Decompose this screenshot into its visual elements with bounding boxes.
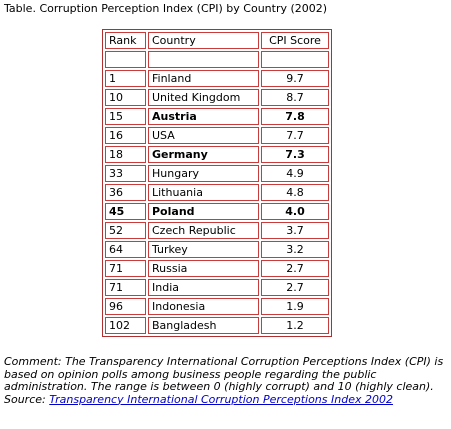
country-cell: Hungary [148,165,259,182]
table-row: 96 Indonesia 1.9 [105,298,329,315]
table-row: 102 Bangladesh 1.2 [105,317,329,334]
cpi-table: Rank Country CPI Score 1 Finland 9.7 10 Unit… [102,29,332,337]
country-cell: Lithuania [148,184,259,201]
empty-cell [261,51,329,68]
header-cpi-score: CPI Score [261,32,329,49]
header-rank: Rank [105,32,146,49]
country-cell: Austria [148,108,259,125]
table-row: 10 United Kingdom 8.7 [105,89,329,106]
cpi-score-cell: 4.0 [261,203,329,220]
cpi-score-cell: 1.9 [261,298,329,315]
source-link[interactable]: Transparency International Corruption Pe… [49,392,393,406]
table-caption: Table. Corruption Perception Index (CPI)… [4,2,328,15]
cpi-score-cell: 7.8 [261,108,329,125]
cpi-score-cell: 1.2 [261,317,329,334]
empty-cell [148,51,259,68]
cpi-score-cell: 7.3 [261,146,329,163]
table-row: 71 Russia 2.7 [105,260,329,277]
rank-cell: 1 [105,70,146,87]
table-row: 15 Austria 7.8 [105,108,329,125]
table-row: 33 Hungary 4.9 [105,165,329,182]
comment-text: Comment: The Transparency International … [4,355,444,393]
header-country: Country [148,32,259,49]
cpi-score-cell: 4.8 [261,184,329,201]
cpi-score-cell: 4.9 [261,165,329,182]
cpi-score-cell: 2.7 [261,279,329,296]
rank-cell: 52 [105,222,146,239]
table-empty-row [105,51,329,68]
country-cell: Germany [148,146,259,163]
table-row: 45 Poland 4.0 [105,203,329,220]
rank-cell: 18 [105,146,146,163]
table-row: 64 Turkey 3.2 [105,241,329,258]
table-row: 16 USA 7.7 [105,127,329,144]
rank-cell: 36 [105,184,146,201]
rank-cell: 15 [105,108,146,125]
cpi-score-cell: 9.7 [261,70,329,87]
cpi-score-cell: 2.7 [261,260,329,277]
rank-cell: 64 [105,241,146,258]
country-cell: Poland [148,203,259,220]
table-header-row: Rank Country CPI Score [105,32,329,49]
country-cell: India [148,279,259,296]
table-row: 36 Lithuania 4.8 [105,184,329,201]
empty-cell [105,51,146,68]
cpi-score-cell: 7.7 [261,127,329,144]
country-cell: Indonesia [148,298,259,315]
rank-cell: 71 [105,279,146,296]
country-cell: Turkey [148,241,259,258]
country-cell: USA [148,127,259,144]
comment-block: Comment: The Transparency International … [4,355,449,406]
rank-cell: 102 [105,317,146,334]
cpi-score-cell: 8.7 [261,89,329,106]
country-cell: Czech Republic [148,222,259,239]
rank-cell: 16 [105,127,146,144]
country-cell: Finland [148,70,259,87]
rank-cell: 45 [105,203,146,220]
cpi-score-cell: 3.7 [261,222,329,239]
cpi-score-cell: 3.2 [261,241,329,258]
source-label: Source: [4,392,50,406]
rank-cell: 10 [105,89,146,106]
rank-cell: 96 [105,298,146,315]
rank-cell: 71 [105,260,146,277]
table-row: 71 India 2.7 [105,279,329,296]
country-cell: Russia [148,260,259,277]
rank-cell: 33 [105,165,146,182]
country-cell: United Kingdom [148,89,259,106]
table-row: 52 Czech Republic 3.7 [105,222,329,239]
table-row: 1 Finland 9.7 [105,70,329,87]
table-row: 18 Germany 7.3 [105,146,329,163]
country-cell: Bangladesh [148,317,259,334]
